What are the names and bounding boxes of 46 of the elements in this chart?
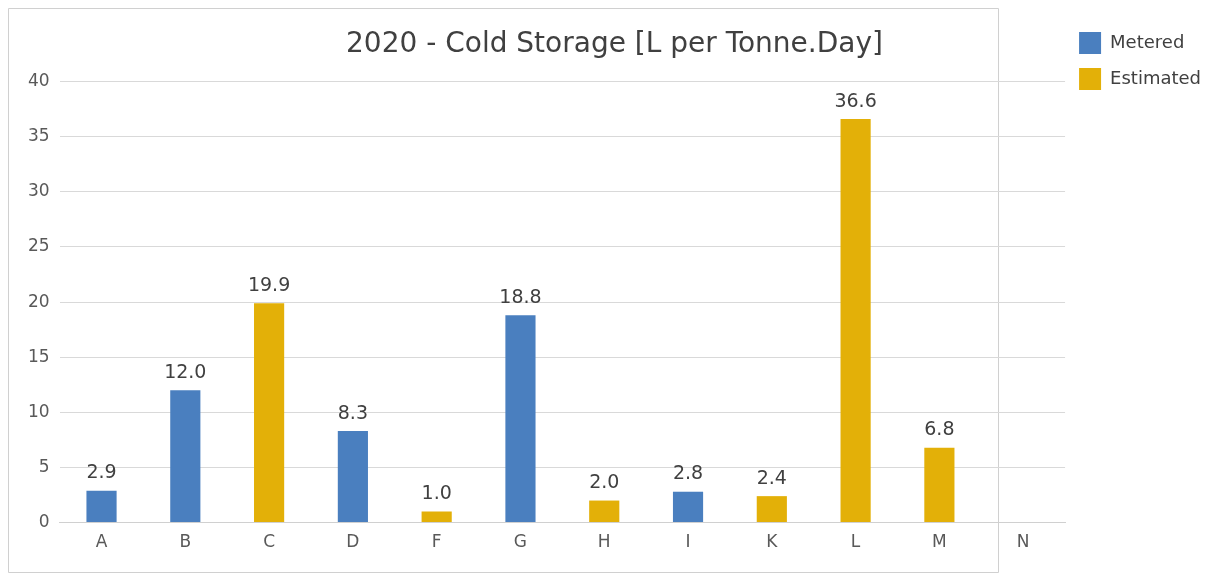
legend-label: Metered: [1110, 30, 1185, 52]
x-tick-label: D: [346, 531, 360, 552]
bar: [337, 431, 368, 523]
data-label: 2.8: [672, 461, 704, 484]
y-tick-label: 35: [27, 125, 50, 146]
x-tick-label: M: [932, 531, 947, 552]
x-tick-label: A: [95, 531, 108, 552]
bar: [589, 500, 620, 523]
x-tick-label: C: [263, 531, 276, 552]
x-tick-label: L: [850, 531, 861, 552]
bar: [170, 390, 201, 523]
x-tick-label: I: [685, 531, 691, 552]
x-tick-label: B: [179, 531, 192, 552]
chart-title: 2020 - Cold Storage [L per Tonne.Day]: [346, 26, 883, 60]
data-label: 1.0: [421, 481, 452, 504]
x-tick-label: N: [1016, 531, 1030, 552]
x-tick-label: K: [766, 531, 779, 552]
x-tick-label: G: [513, 531, 528, 552]
bar: [505, 315, 536, 523]
data-label: 36.6: [834, 88, 877, 111]
y-tick-label: 25: [27, 235, 50, 256]
data-label: 2.9: [86, 460, 117, 483]
y-tick-label: 10: [27, 400, 50, 421]
bar: [840, 119, 871, 523]
data-label: 12.0: [164, 359, 207, 382]
legend-label: Estimated: [1110, 66, 1202, 88]
y-tick-label: 30: [27, 180, 50, 201]
data-label: 8.3: [337, 400, 368, 423]
bar: [254, 303, 285, 523]
data-label: 19.9: [247, 272, 291, 295]
x-tick-label: H: [597, 531, 611, 552]
data-label: 18.8: [499, 284, 542, 307]
bar: [86, 490, 117, 523]
y-tick-label: 0: [38, 511, 50, 532]
data-label: 6.8: [924, 417, 955, 440]
bar: [672, 491, 704, 523]
bar: [924, 447, 955, 523]
bar: [421, 511, 452, 523]
y-tick-label: 15: [27, 345, 50, 366]
x-tick-label: F: [431, 531, 442, 552]
y-tick-label: 20: [27, 290, 50, 311]
data-label: 2.0: [589, 469, 620, 492]
y-tick-label: 40: [27, 70, 50, 91]
y-tick-label: 5: [38, 455, 50, 476]
data-label: 2.4: [756, 465, 787, 488]
bar: [756, 496, 787, 523]
